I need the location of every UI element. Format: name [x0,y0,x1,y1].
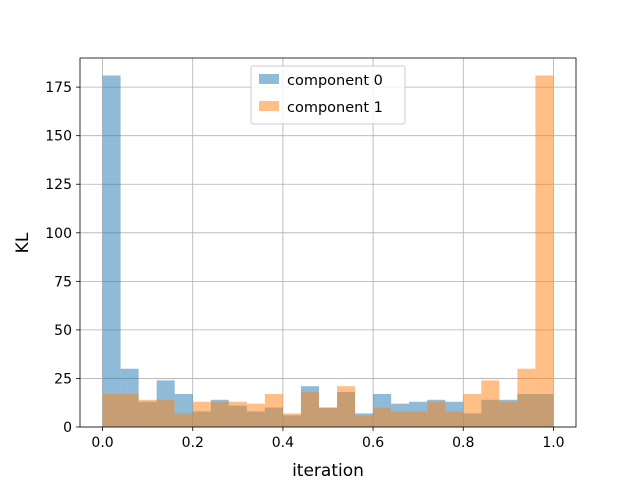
bar-component-1 [210,401,229,427]
bar-component-1 [282,413,301,427]
x-tick-label: 0.2 [182,435,204,451]
axes [76,57,577,431]
y-tick-label: 75 [54,274,72,290]
bar-component-1 [535,75,554,428]
y-axis-label: KL [13,232,33,253]
bar-component-1 [300,392,319,427]
tick-labels: 0.0 0.2 0.4 0.6 0.8 1.0 0 25 50 75 100 125 150 175 [45,80,564,451]
y-tick-label: 25 [54,371,72,387]
legend-swatch-component-0 [259,74,279,84]
x-tick-label: 1.0 [542,435,564,451]
y-tick-label: 125 [45,177,72,193]
plot-frame [79,57,577,428]
bar-component-1 [264,393,283,427]
histogram-bars [102,75,554,428]
y-tick-label: 50 [54,323,72,339]
y-tick-label: 150 [45,129,72,145]
bar-component-1 [409,411,428,427]
bar-component-1 [517,368,536,427]
bar-component-1 [138,399,157,427]
bar-component-1 [246,403,265,427]
bar-component-0 [102,75,121,428]
legend-label-component-1: component 1 [287,100,383,116]
x-tick-label: 0.8 [452,435,474,451]
bar-component-1 [318,407,338,427]
bar-component-1 [192,401,211,427]
bar-component-1 [120,393,139,427]
y-tick-label: 0 [63,420,72,436]
bar-component-1 [481,380,500,427]
bar-component-1 [228,401,247,427]
x-tick-label: 0.4 [272,435,294,451]
bar-component-1 [427,401,446,427]
legend-swatch-component-1 [259,101,279,111]
bar-component-1 [174,413,193,427]
x-tick-label: 0.6 [362,435,384,451]
bar-component-1 [102,393,121,427]
bar-component-1 [499,401,518,427]
bar-component-1 [463,393,482,427]
bar-component-1 [156,399,175,427]
x-axis-label: iteration [292,461,364,480]
bar-component-1 [373,407,392,427]
legend-label-component-0: component 0 [287,73,383,89]
x-tick-label: 0.0 [91,435,113,451]
bar-component-1 [355,415,374,427]
bar-component-1 [337,386,356,427]
y-tick-label: 175 [45,80,72,96]
bar-component-1 [445,411,464,427]
legend: component 0 component 1 [250,65,406,125]
y-tick-label: 100 [45,226,72,242]
bar-component-1 [391,411,410,427]
legend-box [250,65,406,125]
